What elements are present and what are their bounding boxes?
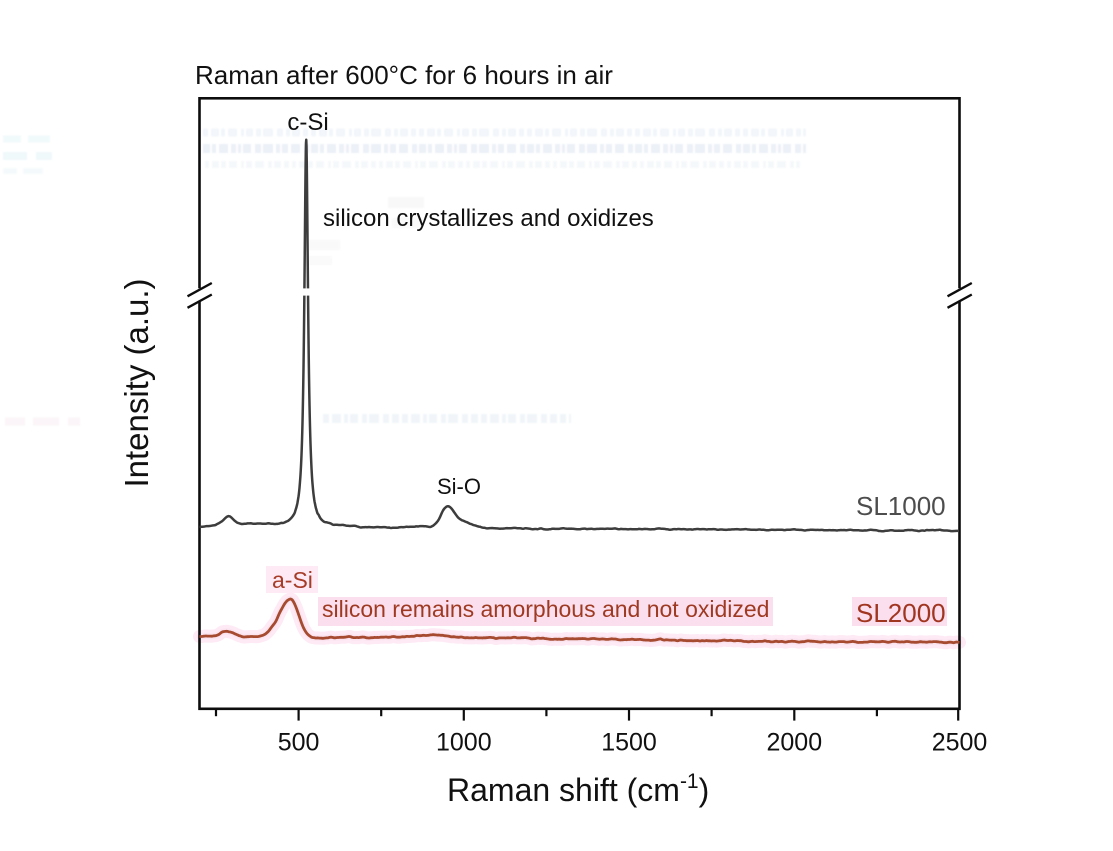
svg-text:Si-O: Si-O (437, 474, 481, 499)
svg-text:SL1000: SL1000 (856, 491, 946, 521)
svg-text:c-Si: c-Si (287, 109, 328, 136)
svg-text:SL2000: SL2000 (856, 598, 946, 628)
svg-text:a-Si: a-Si (272, 567, 313, 593)
svg-text:2000: 2000 (766, 729, 822, 757)
svg-text:Raman shift (cm-1): Raman shift (cm-1) (447, 770, 709, 808)
svg-text:500: 500 (278, 729, 320, 757)
svg-text:1000: 1000 (436, 729, 492, 757)
svg-text:2500: 2500 (932, 729, 988, 757)
svg-text:silicon crystallizes and oxidi: silicon crystallizes and oxidizes (323, 205, 654, 232)
svg-text:silicon remains amorphous and: silicon remains amorphous and not oxidiz… (322, 596, 769, 622)
svg-text:Raman after 600°C for 6 hours: Raman after 600°C for 6 hours in air (195, 60, 613, 90)
svg-text:Intensity (a.u.): Intensity (a.u.) (118, 278, 155, 487)
svg-text:1500: 1500 (601, 729, 657, 757)
